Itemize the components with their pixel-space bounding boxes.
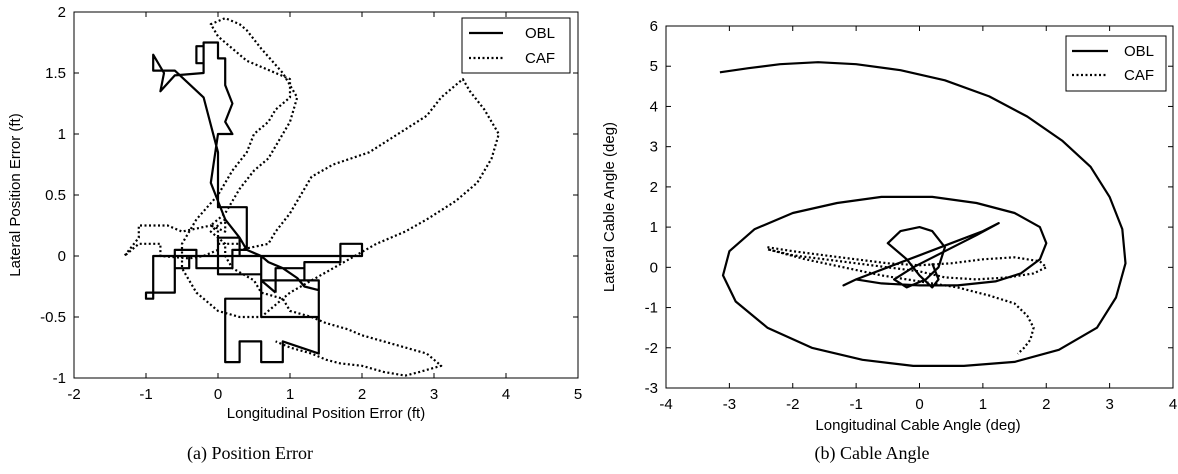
y-tick-label: 5 — [650, 58, 658, 75]
x-tick-label: -1 — [139, 386, 152, 403]
x-tick-label: -1 — [849, 396, 862, 413]
x-tick-label: -4 — [659, 396, 672, 413]
caption-b: (b) Cable Angle — [815, 443, 930, 464]
legend-box-b — [1065, 35, 1167, 92]
x-tick-label: 1 — [286, 386, 294, 403]
series-line-obl-b — [719, 61, 1127, 367]
legend-label-obl-b: OBL — [1124, 43, 1154, 60]
y-tick-label: -3 — [645, 380, 658, 397]
x-tick-label: -2 — [786, 396, 799, 413]
x-tick-label: 1 — [979, 396, 987, 413]
series-line-caf-a — [123, 17, 500, 377]
y-tick-label: -2 — [645, 340, 658, 357]
legend-label-caf-a: CAF — [525, 50, 555, 67]
y-tick-label: 1 — [58, 126, 66, 143]
y-tick-label: 0 — [650, 259, 658, 276]
x-tick-label: 4 — [1169, 396, 1177, 413]
legend-b: OBL CAF — [1065, 35, 1167, 92]
panel-a-position-error: -2 -1 0 1 2 3 4 5-1-0.500.511.52 OBL CAF Longit… — [7, 4, 582, 464]
x-axis-label-b: Longitudinal Cable Angle (deg) — [815, 417, 1020, 434]
legend-label-obl-a: OBL — [525, 25, 555, 42]
legend-label-caf-b: CAF — [1124, 67, 1154, 84]
x-tick-label: 0 — [214, 386, 222, 403]
y-tick-label: 4 — [650, 98, 658, 115]
legend-box-a — [461, 17, 571, 74]
series-line-caf-b — [766, 246, 1048, 355]
y-tick-label: -1 — [645, 300, 658, 317]
x-tick-label: 2 — [1042, 396, 1050, 413]
x-tick-label: 2 — [358, 386, 366, 403]
legend-a: OBL CAF — [461, 17, 571, 74]
y-tick-label: 2 — [58, 4, 66, 21]
y-tick-label: 3 — [650, 139, 658, 156]
x-tick-label: 5 — [574, 386, 582, 403]
y-tick-label: 0.5 — [45, 187, 66, 204]
x-tick-label: 3 — [430, 386, 438, 403]
y-tick-label: 1 — [650, 219, 658, 236]
y-axis-label-a: Lateral Position Error (ft) — [7, 113, 24, 276]
x-tick-label: -2 — [67, 386, 80, 403]
x-tick-label: 3 — [1105, 396, 1113, 413]
series-line-obl-a — [144, 41, 364, 364]
x-axis-label-a: Longitudinal Position Error (ft) — [227, 405, 425, 422]
tick-group-a: -2 -1 0 1 2 3 4 5-1-0.500.511.52 — [40, 4, 582, 403]
y-tick-label: 0 — [58, 248, 66, 265]
caption-a: (a) Position Error — [187, 443, 313, 464]
series-group-a — [123, 17, 500, 377]
x-tick-label: 0 — [915, 396, 923, 413]
x-tick-label: 4 — [502, 386, 510, 403]
series-group-b — [719, 61, 1127, 367]
y-tick-label: 2 — [650, 179, 658, 196]
y-tick-label: -0.5 — [40, 309, 66, 326]
y-tick-label: -1 — [53, 370, 66, 387]
y-tick-label: 1.5 — [45, 65, 66, 82]
x-tick-label: -3 — [723, 396, 736, 413]
y-axis-label-b: Lateral Cable Angle (deg) — [601, 122, 618, 292]
y-tick-label: 6 — [650, 18, 658, 35]
